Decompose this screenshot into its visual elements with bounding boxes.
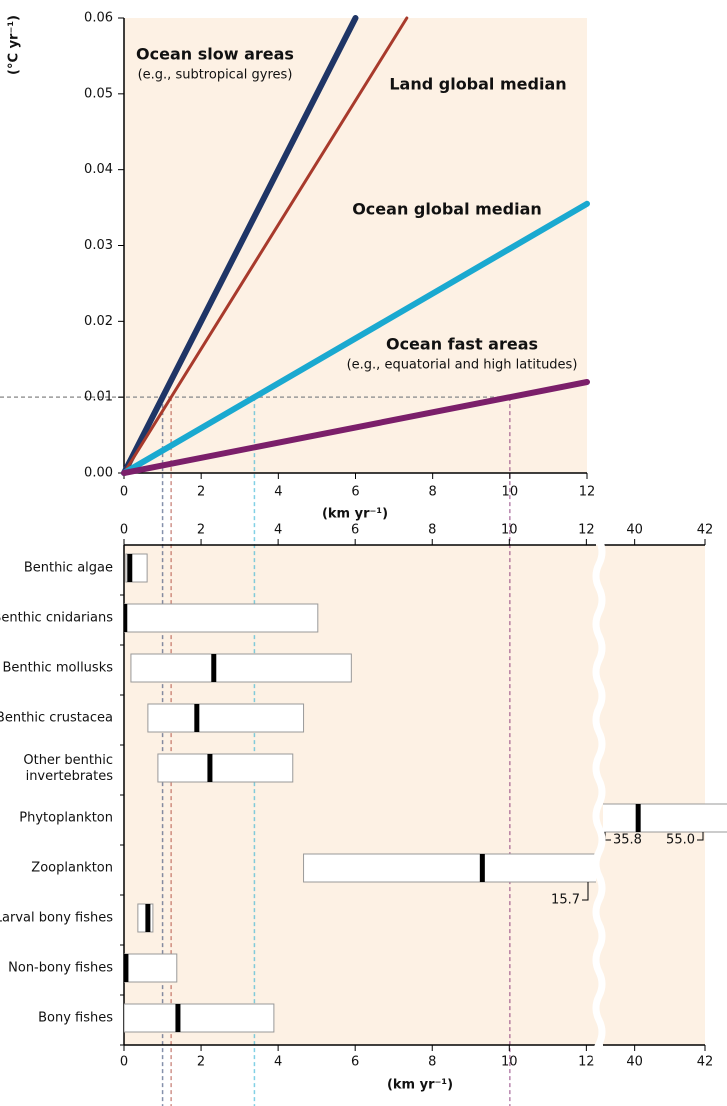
x-tick-label: 42 — [697, 1055, 714, 1070]
x-tick-label: 40 — [626, 523, 643, 538]
x-tick-label: 0 — [120, 1055, 128, 1070]
x-tick-label: 10 — [501, 1055, 518, 1070]
value-label: 35.8 — [613, 833, 642, 848]
x-tick-label: 4 — [274, 1055, 282, 1070]
x-tick-label: 4 — [274, 485, 282, 500]
axis-break — [592, 538, 606, 1070]
category-label: Larval bony fishes — [0, 911, 113, 926]
series-note: (e.g., subtropical gyres) — [138, 68, 293, 83]
range-box — [124, 953, 178, 983]
x-axis-label: (km yr⁻¹) — [387, 1078, 453, 1093]
x-axis-label: (km yr⁻¹) — [322, 507, 388, 522]
y-axis-label: (°C yr⁻¹) — [7, 15, 22, 75]
median — [479, 854, 485, 882]
range-box — [124, 603, 319, 633]
range-box — [137, 903, 154, 933]
median — [145, 904, 151, 932]
y-tick-label: 0.01 — [84, 390, 113, 405]
median — [207, 754, 213, 782]
series-label: Ocean global median — [352, 200, 542, 219]
x-tick-label: 10 — [502, 485, 519, 500]
category-label: Zooplankton — [31, 861, 113, 876]
x-tick-label: 2 — [197, 485, 205, 500]
x-tick-label: 2 — [197, 1055, 205, 1070]
y-tick-label: 0.06 — [84, 11, 113, 26]
x-tick-label: 40 — [626, 1055, 643, 1070]
line — [122, 16, 409, 475]
value-label: 55.0 — [666, 833, 695, 848]
x-tick-label: 2 — [197, 523, 205, 538]
series-label: Ocean fast areas — [386, 335, 538, 354]
y-tick-label: 0.05 — [84, 86, 113, 101]
range-box — [603, 803, 727, 833]
y-tick-label: 0.02 — [84, 314, 113, 329]
median — [211, 654, 217, 682]
range-box — [124, 1003, 275, 1033]
median — [124, 954, 129, 982]
line — [121, 379, 590, 476]
label-bracket — [697, 832, 704, 841]
x-tick-label: 0 — [120, 523, 128, 538]
line — [121, 15, 359, 476]
x-tick-label: 12 — [579, 485, 596, 500]
median — [194, 704, 200, 732]
y-tick-label: 0.04 — [84, 162, 113, 177]
range-box — [303, 853, 596, 883]
value-label: 15.7 — [551, 893, 580, 908]
median — [127, 554, 133, 582]
x-tick-label: 10 — [501, 523, 518, 538]
category-label: Bony fishes — [38, 1011, 113, 1026]
x-tick-label: 8 — [428, 1055, 436, 1070]
range-box — [157, 753, 294, 783]
category-label: Benthic crustacea — [0, 711, 113, 726]
median — [635, 804, 641, 832]
x-tick-label: 0 — [120, 485, 128, 500]
category-label: Benthic cnidarians — [0, 611, 113, 626]
series-label: Land global median — [389, 75, 566, 94]
label-bracket — [582, 882, 589, 901]
x-tick-label: 6 — [351, 485, 359, 500]
line — [121, 200, 590, 476]
y-tick-label: 0.00 — [84, 466, 113, 481]
category-label: Other benthic invertebrates — [21, 753, 113, 784]
x-tick-label: 8 — [429, 485, 437, 500]
x-tick-label: 42 — [697, 523, 714, 538]
series-note: (e.g., equatorial and high latitudes) — [347, 358, 578, 373]
median — [175, 1004, 181, 1032]
series-label: Ocean slow areas — [136, 45, 294, 64]
x-tick-label: 12 — [578, 1055, 595, 1070]
category-label: Non-bony fishes — [8, 961, 113, 976]
category-label: Benthic algae — [24, 561, 113, 576]
x-tick-label: 4 — [274, 523, 282, 538]
category-label: Phytoplankton — [19, 811, 113, 826]
range-box — [147, 703, 305, 733]
x-tick-label: 6 — [351, 1055, 359, 1070]
x-tick-label: 12 — [578, 523, 595, 538]
x-tick-label: 6 — [351, 523, 359, 538]
median — [124, 604, 128, 632]
x-tick-label: 8 — [428, 523, 436, 538]
range-box — [130, 653, 352, 683]
y-tick-label: 0.03 — [84, 238, 113, 253]
category-label: Benthic mollusks — [2, 661, 113, 676]
